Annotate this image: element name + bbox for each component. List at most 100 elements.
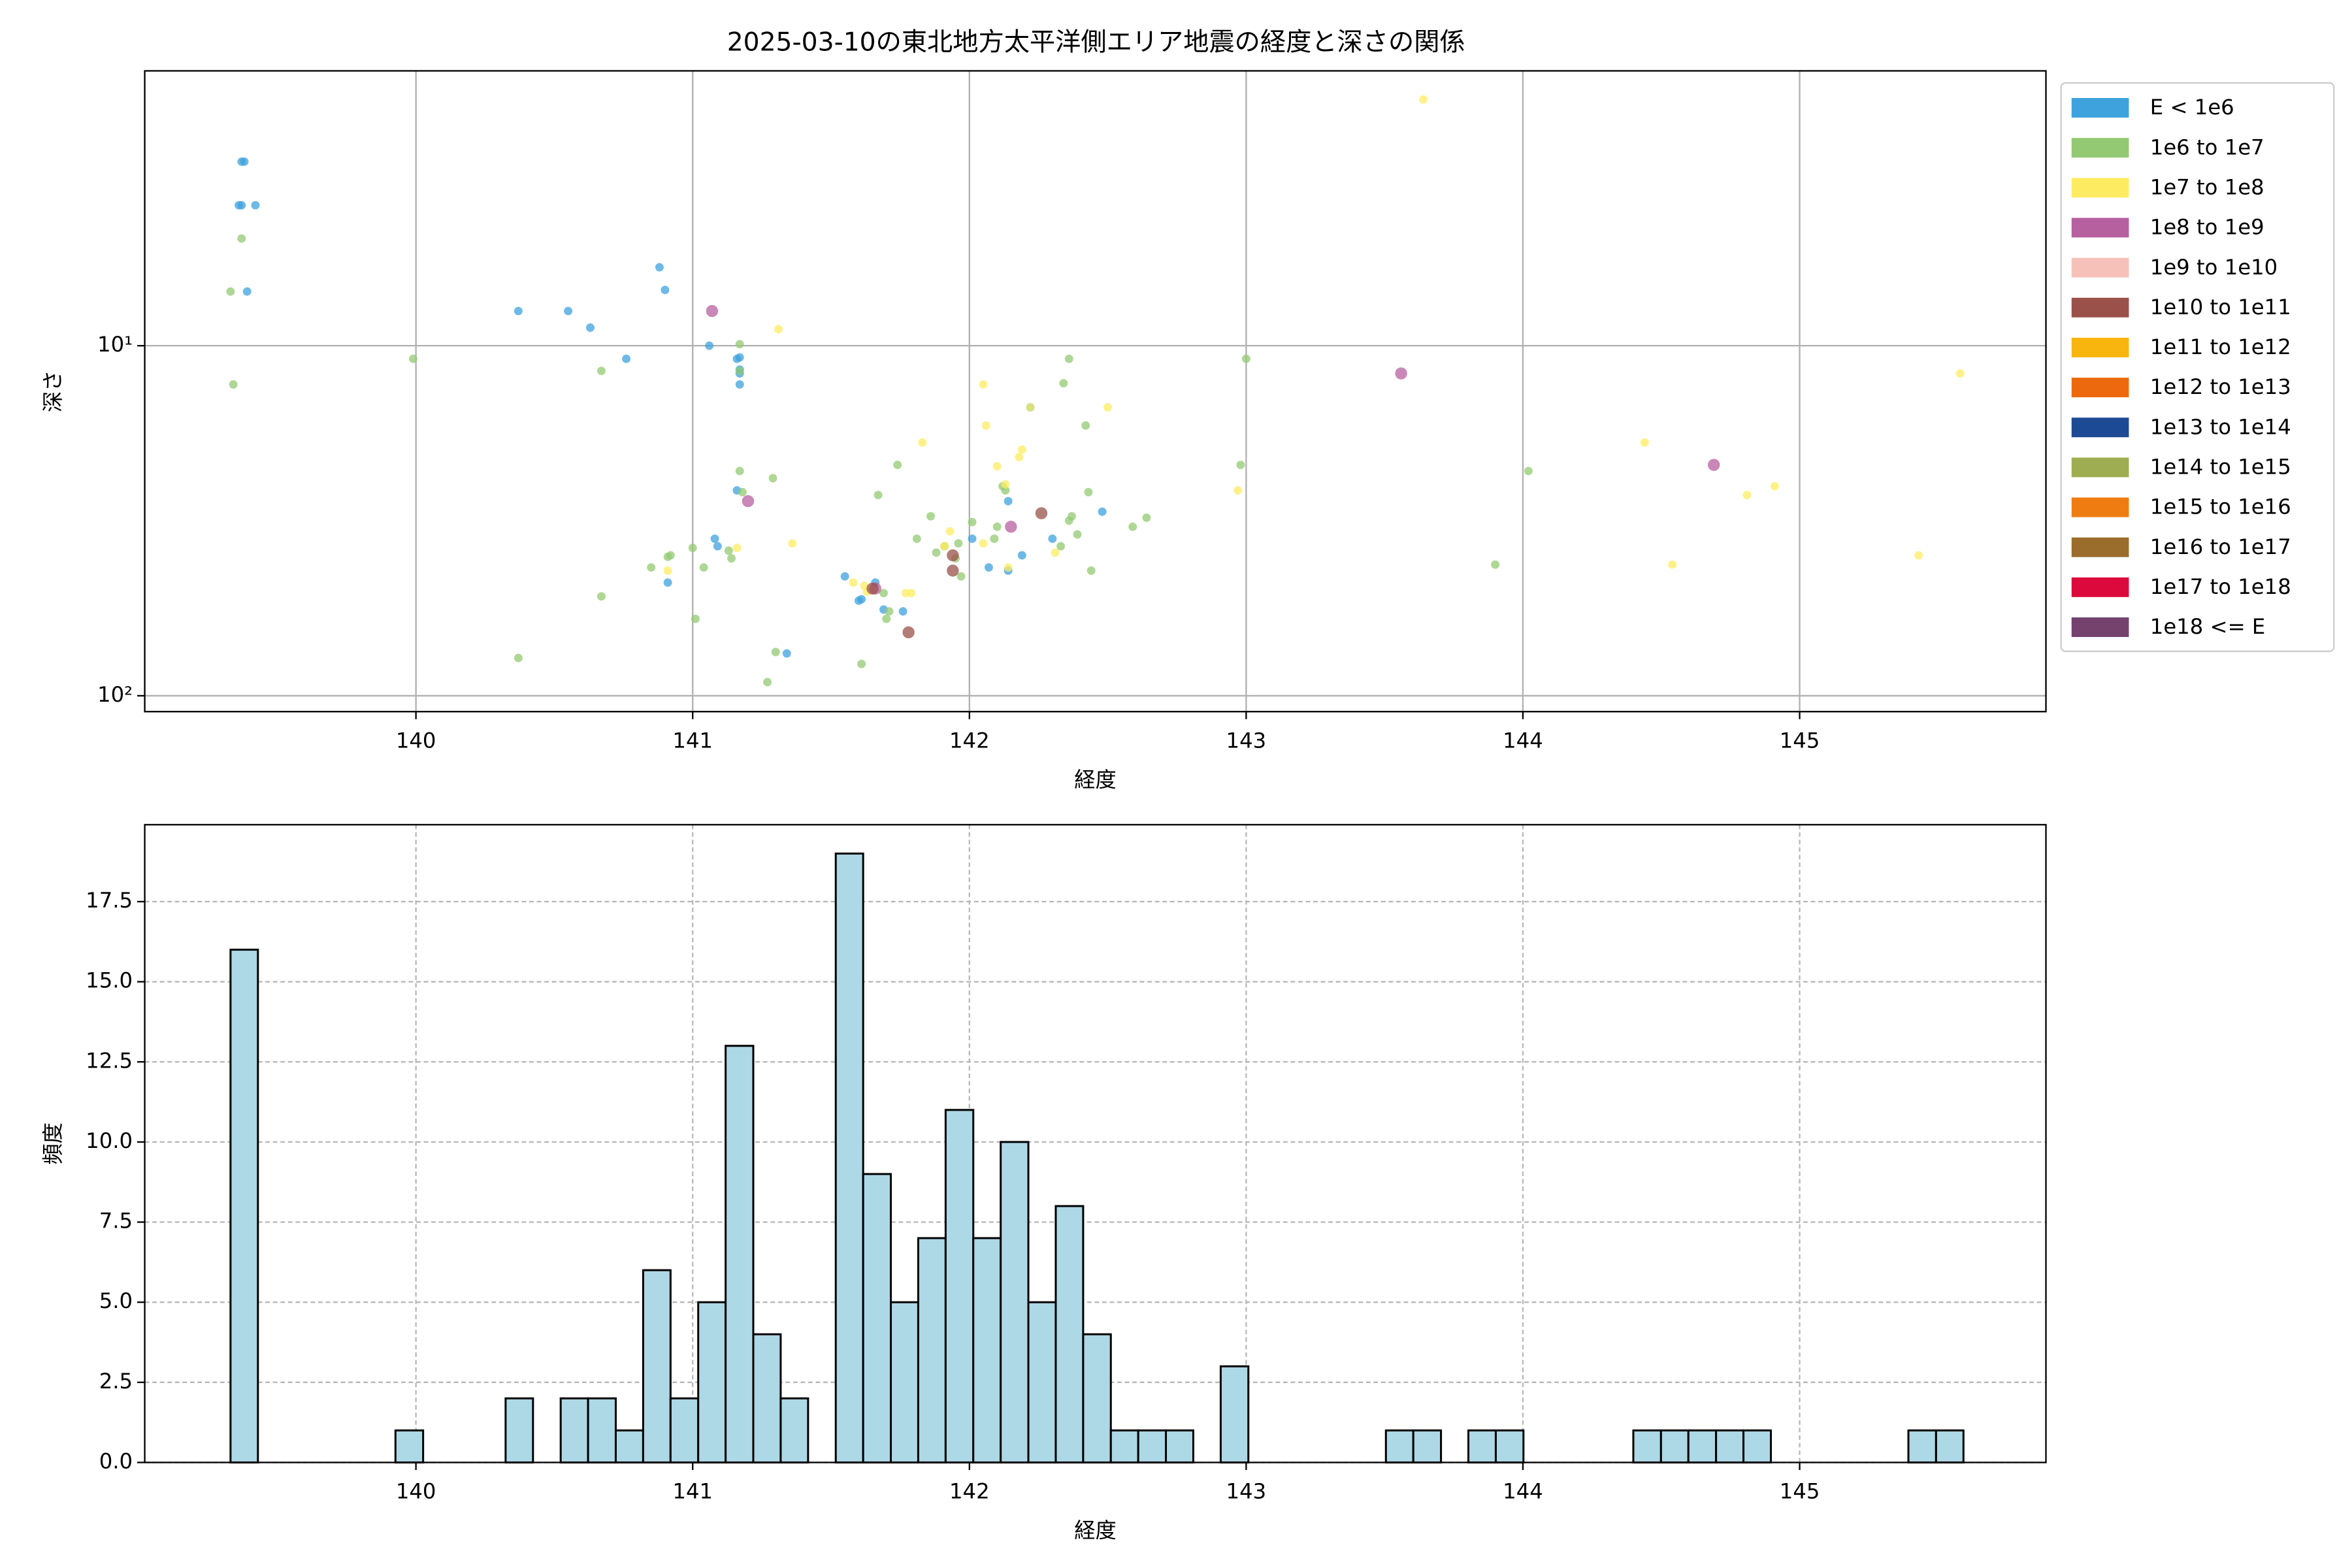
- point: [857, 595, 866, 604]
- y-tick-label: 12.5: [86, 1048, 133, 1073]
- bar: [725, 1045, 755, 1463]
- y-tick-label: 5.0: [99, 1288, 133, 1313]
- bar: [1082, 1333, 1112, 1463]
- legend-label: 1e13 to 1e14: [2150, 414, 2291, 439]
- legend-label: 1e17 to 1e18: [2150, 574, 2291, 599]
- bar: [1137, 1429, 1168, 1463]
- x-tick-label: 142: [949, 728, 990, 753]
- point: [710, 534, 719, 544]
- bar: [1494, 1429, 1525, 1463]
- bar: [504, 1397, 534, 1463]
- x-tick-label: 140: [396, 1479, 436, 1504]
- point: [956, 572, 966, 581]
- legend-swatch: [2071, 98, 2129, 118]
- point: [882, 614, 891, 623]
- point: [990, 534, 999, 544]
- bar: [1742, 1429, 1772, 1463]
- x-tick-label: 141: [672, 728, 713, 753]
- point: [954, 539, 963, 548]
- bar: [1935, 1429, 1965, 1463]
- legend-box: [2060, 82, 2335, 653]
- bar: [1054, 1205, 1085, 1463]
- point: [1640, 438, 1649, 447]
- legend-swatch: [2071, 218, 2129, 238]
- x-tick-label: 143: [1226, 728, 1267, 753]
- y-axis-label: 頻度: [41, 1122, 65, 1165]
- point: [857, 659, 866, 668]
- point: [596, 592, 606, 601]
- point: [940, 542, 949, 551]
- point: [586, 323, 595, 332]
- point: [666, 551, 675, 560]
- point: [782, 649, 791, 658]
- point: [874, 491, 883, 500]
- y-tick-label: 10²: [97, 682, 133, 707]
- legend-label: 1e9 to 1e10: [2150, 255, 2278, 280]
- point: [1056, 542, 1066, 551]
- x-tick-label: 141: [672, 1479, 713, 1504]
- point: [1103, 403, 1113, 412]
- point: [984, 563, 993, 572]
- bar: [1907, 1429, 1937, 1463]
- y-tick-label: 2.5: [99, 1369, 133, 1394]
- plot-frame: [144, 70, 2047, 713]
- point: [1001, 486, 1010, 495]
- legend-label: 1e18 <= E: [2150, 614, 2266, 639]
- point: [237, 234, 246, 243]
- legend-label: 1e8 to 1e9: [2150, 215, 2264, 240]
- point: [1128, 522, 1137, 531]
- point: [1017, 445, 1026, 454]
- point: [735, 466, 744, 476]
- point: [242, 287, 252, 296]
- point: [727, 554, 736, 563]
- legend-label: 1e12 to 1e13: [2150, 374, 2291, 399]
- y-tick-label: 0.0: [99, 1448, 133, 1473]
- legend-label: 1e14 to 1e15: [2150, 455, 2291, 480]
- point: [1236, 461, 1245, 470]
- point: [981, 421, 990, 430]
- x-axis-label: 経度: [1074, 1518, 1117, 1543]
- point: [735, 340, 744, 349]
- point: [735, 380, 744, 389]
- bar: [642, 1269, 672, 1463]
- point: [1073, 530, 1082, 539]
- point: [1770, 482, 1779, 491]
- point: [968, 517, 977, 527]
- point: [1051, 548, 1060, 557]
- legend-label: 1e16 to 1e17: [2150, 534, 2291, 559]
- point: [706, 304, 719, 318]
- bar: [834, 852, 864, 1463]
- y-tick-label: 10¹: [97, 332, 133, 357]
- point: [738, 487, 747, 497]
- point: [663, 578, 672, 587]
- y-tick-label: 10.0: [86, 1128, 133, 1153]
- bar: [1715, 1429, 1745, 1463]
- point: [768, 474, 777, 483]
- legend-swatch: [2071, 138, 2129, 158]
- point: [926, 512, 935, 521]
- point: [688, 544, 697, 553]
- point: [968, 534, 977, 544]
- bar: [1165, 1429, 1194, 1463]
- x-tick-label: 143: [1226, 1479, 1267, 1504]
- x-axis-label: 経度: [1074, 767, 1117, 792]
- point: [1081, 421, 1090, 430]
- bar: [917, 1237, 947, 1463]
- bar: [394, 1429, 425, 1463]
- legend-label: 1e11 to 1e12: [2150, 335, 2291, 359]
- point: [732, 544, 742, 553]
- point: [1026, 403, 1035, 412]
- legend-label: 1e6 to 1e7: [2150, 135, 2264, 159]
- y-tick-label: 15.0: [86, 968, 133, 993]
- bar: [1027, 1301, 1057, 1463]
- legend-swatch: [2071, 297, 2129, 318]
- point: [661, 286, 670, 295]
- point: [1005, 521, 1017, 533]
- chart-title: 2025-03-10の東北地方太平洋側エリア地震の経度と深さの関係: [727, 27, 1465, 57]
- point: [596, 367, 606, 376]
- point: [1084, 487, 1093, 497]
- point: [1004, 497, 1013, 506]
- legend-swatch: [2071, 337, 2129, 357]
- bar: [229, 949, 259, 1463]
